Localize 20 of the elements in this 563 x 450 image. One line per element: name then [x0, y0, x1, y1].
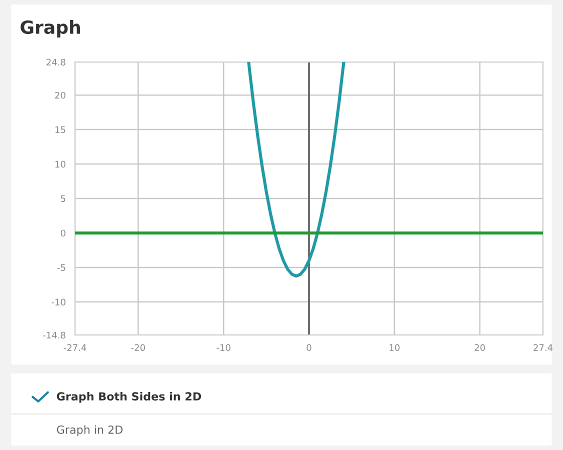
y-tick-label: 15 [55, 126, 66, 134]
x-tick-label: -20 [131, 344, 145, 352]
x-tick-label: 10 [390, 344, 400, 352]
x-tick-label: -10 [216, 344, 230, 352]
text: Graph Both Sides in 2D [56, 392, 202, 403]
y-tick-label: -14.8 [43, 332, 66, 339]
text: Graph in 2D [56, 425, 123, 436]
line-series [247, 62, 346, 278]
y-tick-label: -10 [52, 298, 66, 306]
x-tick-label: 20 [474, 344, 485, 352]
y-tick-label: -5 [57, 264, 66, 271]
x-tick-label: 0 [306, 344, 312, 352]
y-tick-label: 5 [60, 195, 66, 202]
x-tick-label: -27.4 [64, 344, 86, 351]
y-tick-label: 24.8 [46, 58, 66, 66]
chart-title: Graph [20, 20, 80, 38]
y-tick-label: 20 [55, 92, 66, 99]
y-tick-label: 10 [55, 160, 66, 168]
x-tick-label: 27.4 [534, 344, 553, 351]
y-tick-label: 0 [60, 230, 66, 237]
